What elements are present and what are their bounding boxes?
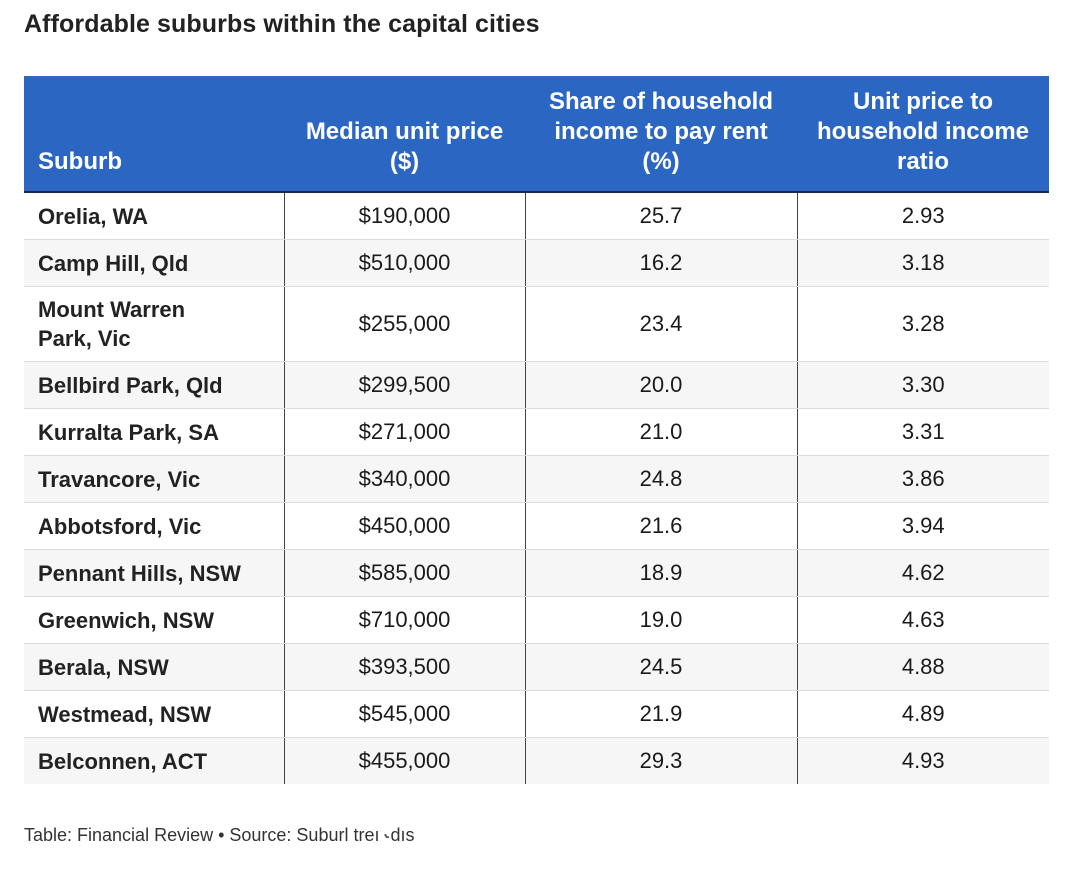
column-header-suburb: Suburb: [24, 76, 284, 193]
cell-rent-share: 19.0: [524, 596, 797, 644]
column-header-rent-share: Share of household income to pay rent (%…: [525, 76, 797, 193]
cell-rent-share: 29.3: [524, 737, 797, 784]
table-row: Bellbird Park, Qld $299,500 20.0 3.30: [24, 361, 1049, 409]
header-row: Suburb Median unit price ($) Share of ho…: [24, 76, 1049, 193]
cell-median-unit-price: $455,000: [283, 737, 525, 784]
cell-suburb: Berala, NSW: [24, 643, 284, 691]
cell-median-unit-price: $393,500: [283, 643, 525, 691]
cell-median-unit-price: $255,000: [283, 286, 525, 362]
cell-rent-share: 21.0: [524, 408, 797, 456]
cell-suburb: Orelia, WA: [24, 192, 284, 240]
table-row: Camp Hill, Qld $510,000 16.2 3.18: [24, 239, 1049, 287]
cell-rent-share: 20.0: [524, 361, 797, 409]
table-row: Orelia, WA $190,000 25.7 2.93: [24, 192, 1049, 240]
cell-median-unit-price: $710,000: [283, 596, 525, 644]
table-body: Orelia, WA $190,000 25.7 2.93 Camp Hill, Qld…: [24, 192, 1049, 784]
column-header-price-income-ratio: Unit price to household income ratio: [797, 76, 1049, 193]
table-row: Pennant Hills, NSW $585,000 18.9 4.62: [24, 549, 1049, 597]
cell-price-income-ratio: 3.30: [796, 361, 1049, 409]
cell-price-income-ratio: 3.31: [796, 408, 1049, 456]
cell-rent-share: 18.9: [524, 549, 797, 597]
cell-price-income-ratio: 4.62: [796, 549, 1049, 597]
cell-suburb: Bellbird Park, Qld: [24, 361, 284, 409]
cell-price-income-ratio: 3.18: [796, 239, 1049, 287]
cell-suburb: Abbotsford, Vic: [24, 502, 284, 550]
cell-median-unit-price: $545,000: [283, 690, 525, 738]
column-header-median-unit-price: Median unit price ($): [284, 76, 525, 193]
cell-price-income-ratio: 3.94: [796, 502, 1049, 550]
cell-rent-share: 24.5: [524, 643, 797, 691]
cell-price-income-ratio: 4.88: [796, 643, 1049, 691]
cell-median-unit-price: $340,000: [283, 455, 525, 503]
page-title: Affordable suburbs within the capital ci…: [24, 10, 540, 38]
cell-suburb: Pennant Hills, NSW: [24, 549, 284, 597]
cell-median-unit-price: $510,000: [283, 239, 525, 287]
data-table-container: Suburb Median unit price ($) Share of ho…: [24, 76, 1049, 784]
cell-suburb: Travancore, Vic: [24, 455, 284, 503]
table-row: Travancore, Vic $340,000 24.8 3.86: [24, 455, 1049, 503]
cell-median-unit-price: $271,000: [283, 408, 525, 456]
cell-rent-share: 21.6: [524, 502, 797, 550]
cell-suburb: Westmead, NSW: [24, 690, 284, 738]
cell-price-income-ratio: 3.28: [796, 286, 1049, 362]
table-row: Westmead, NSW $545,000 21.9 4.89: [24, 690, 1049, 738]
cell-price-income-ratio: 4.63: [796, 596, 1049, 644]
cell-suburb: Belconnen, ACT: [24, 737, 284, 784]
data-table: Suburb Median unit price ($) Share of ho…: [24, 76, 1049, 784]
source-footer: Table: Financial Review • Source: Suburl…: [24, 825, 415, 845]
cell-median-unit-price: $450,000: [283, 502, 525, 550]
cell-suburb: Camp Hill, Qld: [24, 239, 284, 287]
table-row: Kurralta Park, SA $271,000 21.0 3.31: [24, 408, 1049, 456]
cell-rent-share: 16.2: [524, 239, 797, 287]
table-row: Belconnen, ACT $455,000 29.3 4.93: [24, 737, 1049, 784]
cell-price-income-ratio: 2.93: [796, 192, 1049, 240]
table-row: Abbotsford, Vic $450,000 21.6 3.94: [24, 502, 1049, 550]
cell-median-unit-price: $190,000: [283, 192, 525, 240]
cell-suburb: Greenwich, NSW: [24, 596, 284, 644]
cell-rent-share: 24.8: [524, 455, 797, 503]
cell-price-income-ratio: 4.93: [796, 737, 1049, 784]
table-row: Greenwich, NSW $710,000 19.0 4.63: [24, 596, 1049, 644]
cell-median-unit-price: $585,000: [283, 549, 525, 597]
cell-suburb: Mount Warren Park, Vic: [24, 286, 284, 362]
table-row: Mount Warren Park, Vic $255,000 23.4 3.28: [24, 286, 1049, 362]
cell-price-income-ratio: 3.86: [796, 455, 1049, 503]
cell-median-unit-price: $299,500: [283, 361, 525, 409]
table-row: Berala, NSW $393,500 24.5 4.88: [24, 643, 1049, 691]
table-header: Suburb Median unit price ($) Share of ho…: [24, 76, 1049, 193]
cell-price-income-ratio: 4.89: [796, 690, 1049, 738]
cell-rent-share: 21.9: [524, 690, 797, 738]
cell-suburb: Kurralta Park, SA: [24, 408, 284, 456]
cell-rent-share: 23.4: [524, 286, 797, 362]
cell-rent-share: 25.7: [524, 192, 797, 240]
